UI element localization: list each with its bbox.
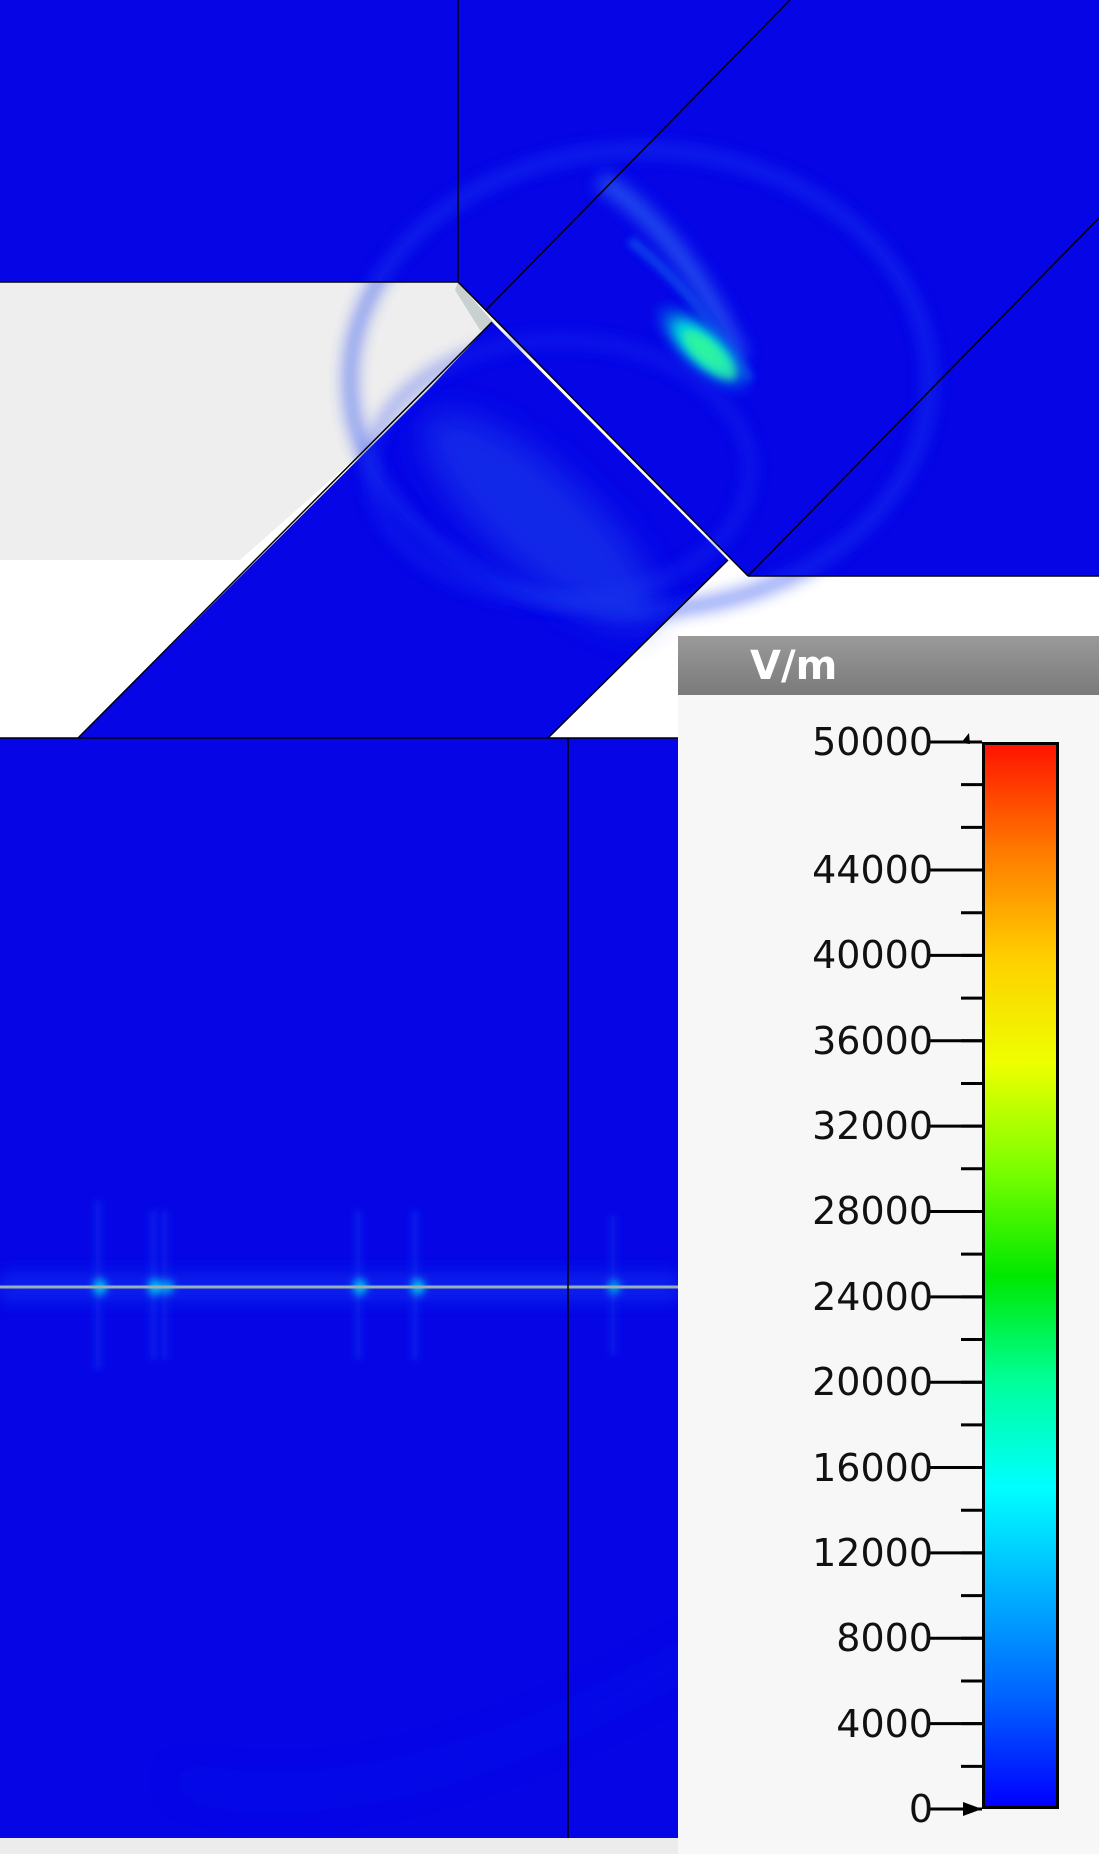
field-hotspot-core xyxy=(683,330,737,380)
domain-diagonal-lower xyxy=(78,322,728,738)
legend-tick-label: 50000 xyxy=(812,720,933,764)
legend-tick-label: 40000 xyxy=(812,933,933,978)
gray-support-face xyxy=(0,282,500,560)
legend-tick-label: 12000 xyxy=(812,1530,933,1575)
max-marker-icon xyxy=(961,733,970,744)
color-legend: V/m 50000 44000 40000 36000 32000 28000 24000 2… xyxy=(678,636,1099,1854)
legend-minor-ticks xyxy=(961,740,982,1811)
bottom-strip xyxy=(0,1838,678,1854)
legend-tick-label: 0 xyxy=(908,1787,933,1831)
legend-tick-label: 4000 xyxy=(836,1701,933,1746)
legend-tick-label: 20000 xyxy=(812,1360,933,1405)
legend-tick-label: 32000 xyxy=(812,1104,933,1149)
legend-tick-label: 24000 xyxy=(812,1274,933,1319)
field-wavefront xyxy=(595,172,749,364)
field-lower-glow xyxy=(423,412,657,628)
legend-color-bar xyxy=(982,742,1059,1809)
legend-major-ticks xyxy=(928,740,982,1811)
gray-support-edge xyxy=(455,282,500,330)
field-arc-bottom xyxy=(178,1644,704,1800)
legend-tick-label: 44000 xyxy=(812,848,933,893)
legend-ticks xyxy=(928,733,982,1816)
legend-tick-label: 36000 xyxy=(812,1018,933,1063)
legend-tick-label: 28000 xyxy=(812,1189,933,1234)
legend-tick-label: 8000 xyxy=(836,1616,933,1661)
min-marker-icon xyxy=(963,1802,982,1816)
domain-top-right xyxy=(458,0,1099,576)
field-ring-inner xyxy=(366,336,754,604)
legend-unit-label: V/m xyxy=(750,643,838,689)
legend-header: V/m xyxy=(678,636,1099,695)
legend-tick-label: 16000 xyxy=(812,1445,933,1490)
domain-top-left xyxy=(0,0,458,282)
